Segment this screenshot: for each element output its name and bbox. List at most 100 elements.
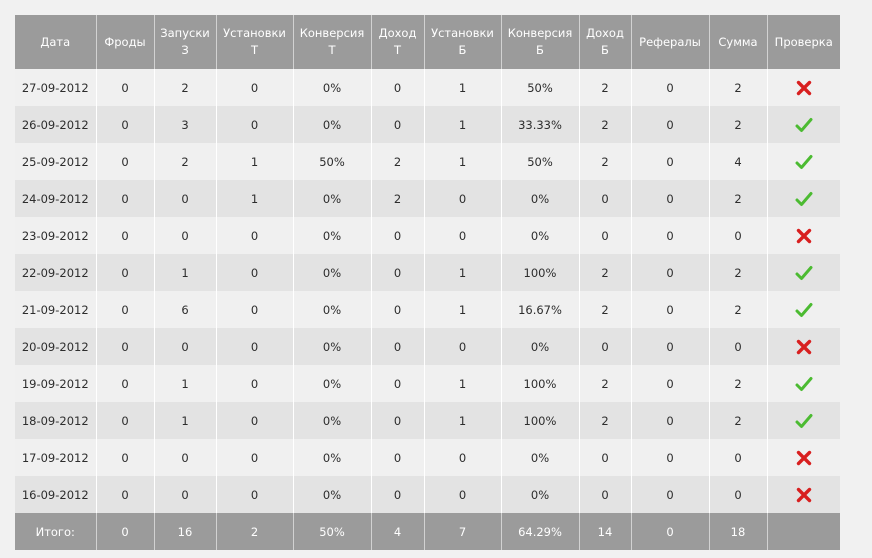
check-cell [767, 476, 840, 513]
check-icon [795, 191, 813, 206]
table-cell: 0 [96, 180, 155, 217]
table-cell: 2 [154, 143, 217, 180]
column-header-label: Установки [431, 26, 494, 40]
table-cell: 0% [501, 217, 580, 254]
table-cell: 0 [154, 217, 217, 254]
table-cell: 1 [424, 365, 502, 402]
table-cell: 0 [96, 476, 155, 513]
table-cell: 0 [371, 217, 425, 254]
column-header-label: Конверсия [299, 26, 365, 40]
check-cell [767, 106, 840, 143]
table-cell: 0 [216, 439, 294, 476]
table-cell: 1 [154, 365, 217, 402]
table-cell: 2 [709, 291, 768, 328]
table-cell: 0 [216, 365, 294, 402]
check-cell [767, 291, 840, 328]
table-cell: 0 [631, 402, 710, 439]
table-cell: 0% [293, 402, 372, 439]
table-cell: 100% [501, 402, 580, 439]
check-cell [767, 143, 840, 180]
table-cell: 1 [216, 143, 294, 180]
totals-cell: 7 [424, 513, 502, 550]
table-cell: 0% [293, 106, 372, 143]
column-header-label: Установки [223, 26, 286, 40]
table-cell: 1 [424, 143, 502, 180]
table-cell: 0 [424, 217, 502, 254]
totals-cell: 0 [631, 513, 710, 550]
table-cell: 2 [579, 106, 632, 143]
table-cell: 2 [709, 365, 768, 402]
table-cell: 0 [579, 180, 632, 217]
table-cell: 0 [371, 69, 425, 106]
table-cell: 0 [371, 254, 425, 291]
date-cell: 20-09-2012 [15, 328, 97, 365]
date-cell: 18-09-2012 [15, 402, 97, 439]
check-cell [767, 402, 840, 439]
totals-cell [767, 513, 840, 550]
column-header-label: Сумма [718, 34, 758, 49]
column-header-label: Б [458, 43, 467, 57]
table-cell: 0 [96, 69, 155, 106]
table-cell: 2 [371, 180, 425, 217]
column-header-label: Доход [586, 26, 624, 40]
table-cell: 0 [216, 254, 294, 291]
table-cell: 4 [709, 143, 768, 180]
table-row: 21-09-2012 0 6 0 0% 0 1 16.67% 2 0 2 [15, 291, 840, 328]
table-cell: 2 [579, 291, 632, 328]
totals-cell: 18 [709, 513, 768, 550]
check-cell [767, 365, 840, 402]
table-cell: 1 [424, 254, 502, 291]
stats-table: Дата Фроды Запуски З Установки Т Конверсия Т Дох… [15, 15, 840, 550]
table-body: 27-09-2012 0 2 0 0% 0 1 50% 2 0 2 26-09-2012 0 3 0 0% 0 1… [15, 69, 840, 513]
column-header-label: Т [328, 43, 336, 57]
table-cell: 0 [216, 476, 294, 513]
column-header: Доход Т [371, 15, 425, 69]
table-cell: 2 [709, 180, 768, 217]
table-cell: 3 [154, 106, 217, 143]
totals-cell: 14 [579, 513, 632, 550]
table-cell: 0 [709, 328, 768, 365]
table-row: 26-09-2012 0 3 0 0% 0 1 33.33% 2 0 2 [15, 106, 840, 143]
table-row: 18-09-2012 0 1 0 0% 0 1 100% 2 0 2 [15, 402, 840, 439]
column-header-label: Б [601, 43, 609, 57]
table-cell: 0% [501, 180, 580, 217]
column-header-label: З [181, 43, 189, 57]
column-header: Запуски З [154, 15, 217, 69]
date-cell: 26-09-2012 [15, 106, 97, 143]
table-cell: 0 [96, 217, 155, 254]
table-cell: 0% [293, 217, 372, 254]
table-cell: 0 [631, 254, 710, 291]
totals-cell: 64.29% [501, 513, 580, 550]
date-cell: 24-09-2012 [15, 180, 97, 217]
table-cell: 1 [154, 254, 217, 291]
table-cell: 50% [501, 69, 580, 106]
column-header-label: Рефералы [639, 34, 701, 49]
table-cell: 2 [709, 254, 768, 291]
table-cell: 0 [216, 328, 294, 365]
table-cell: 50% [501, 143, 580, 180]
table-cell: 0 [371, 365, 425, 402]
table-cell: 0% [293, 439, 372, 476]
table-cell: 2 [154, 69, 217, 106]
table-cell: 0 [216, 69, 294, 106]
table-row: 23-09-2012 0 0 0 0% 0 0 0% 0 0 0 [15, 217, 840, 254]
cross-icon [796, 80, 811, 95]
table-cell: 1 [424, 69, 502, 106]
table-cell: 0 [371, 291, 425, 328]
table-cell: 0 [216, 291, 294, 328]
date-cell: 23-09-2012 [15, 217, 97, 254]
table-cell: 33.33% [501, 106, 580, 143]
check-cell [767, 254, 840, 291]
table-cell: 2 [579, 69, 632, 106]
table-cell: 100% [501, 365, 580, 402]
table-cell: 0 [631, 217, 710, 254]
column-header-label: Проверка [774, 34, 833, 49]
table-cell: 16.67% [501, 291, 580, 328]
check-cell [767, 69, 840, 106]
table-cell: 0% [293, 69, 372, 106]
table-cell: 1 [424, 291, 502, 328]
column-header: Дата [15, 15, 97, 69]
table-cell: 1 [424, 106, 502, 143]
column-header-label: Запуски [160, 26, 210, 40]
table-cell: 0 [371, 476, 425, 513]
